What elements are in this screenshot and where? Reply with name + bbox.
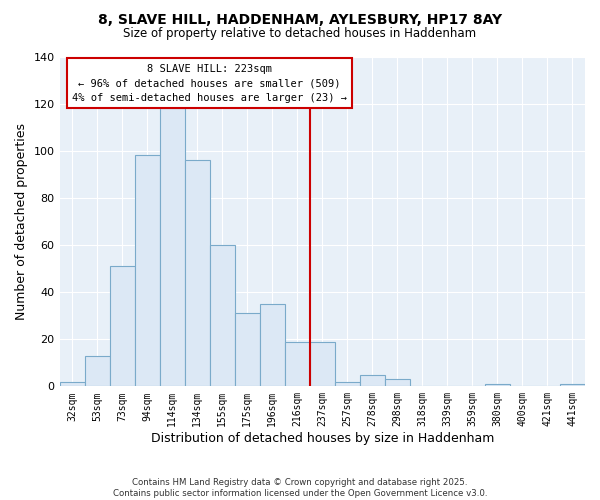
Bar — [310, 342, 335, 386]
Text: 8 SLAVE HILL: 223sqm
← 96% of detached houses are smaller (509)
4% of semi-detac: 8 SLAVE HILL: 223sqm ← 96% of detached h… — [72, 64, 347, 103]
Bar — [360, 374, 385, 386]
Bar — [59, 382, 85, 386]
Bar — [485, 384, 510, 386]
Bar — [260, 304, 285, 386]
Bar — [335, 382, 360, 386]
Bar — [160, 108, 185, 386]
Bar — [385, 380, 410, 386]
Bar — [285, 342, 310, 386]
Text: Size of property relative to detached houses in Haddenham: Size of property relative to detached ho… — [124, 28, 476, 40]
Bar — [110, 266, 134, 386]
Bar — [185, 160, 209, 386]
Bar — [560, 384, 585, 386]
Bar — [85, 356, 110, 386]
Bar — [134, 156, 160, 386]
X-axis label: Distribution of detached houses by size in Haddenham: Distribution of detached houses by size … — [151, 432, 494, 445]
Bar — [235, 314, 260, 386]
Text: 8, SLAVE HILL, HADDENHAM, AYLESBURY, HP17 8AY: 8, SLAVE HILL, HADDENHAM, AYLESBURY, HP1… — [98, 12, 502, 26]
Bar — [209, 245, 235, 386]
Text: Contains HM Land Registry data © Crown copyright and database right 2025.
Contai: Contains HM Land Registry data © Crown c… — [113, 478, 487, 498]
Y-axis label: Number of detached properties: Number of detached properties — [15, 123, 28, 320]
